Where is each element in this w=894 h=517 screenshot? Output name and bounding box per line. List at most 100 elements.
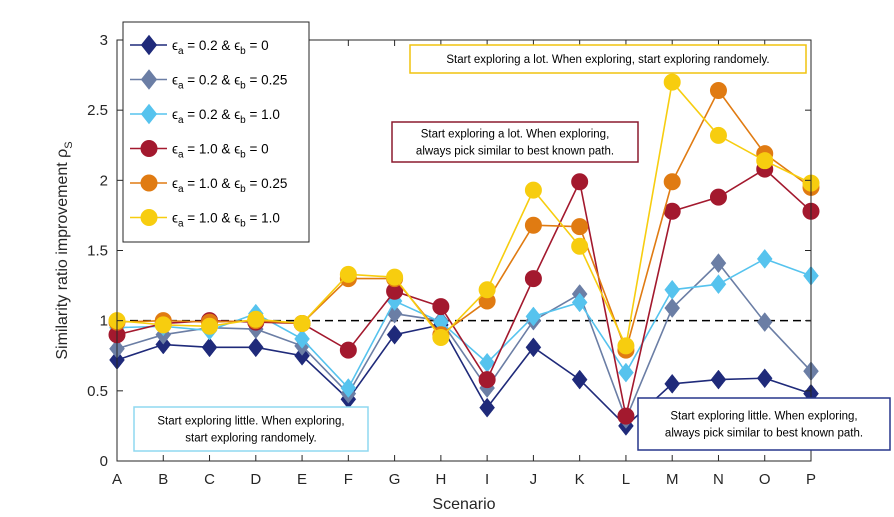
data-point bbox=[339, 265, 357, 283]
legend-entry-4: ϵa = 1.0 & ϵb = 0.25 bbox=[130, 174, 287, 195]
data-point bbox=[664, 298, 681, 318]
legend-entry-0: ϵa = 0.2 & ϵb = 0 bbox=[130, 34, 269, 57]
annotation-0: Start exploring a lot. When exploring, s… bbox=[409, 44, 807, 74]
annotation-text: start exploring randomely. bbox=[185, 433, 316, 445]
x-tick-label: L bbox=[622, 471, 630, 488]
y-tick-label: 2 bbox=[100, 172, 108, 189]
data-point bbox=[664, 279, 681, 300]
data-point bbox=[710, 274, 727, 295]
series-group bbox=[108, 73, 820, 436]
data-point bbox=[154, 316, 172, 334]
legend-marker bbox=[140, 69, 158, 90]
x-tick-label: I bbox=[485, 471, 489, 488]
annotation-text: Start exploring little. When exploring, bbox=[157, 416, 344, 428]
data-point bbox=[571, 173, 589, 191]
data-point bbox=[756, 152, 774, 170]
legend-label: ϵa = 1.0 & ϵb = 0.25 bbox=[172, 176, 287, 195]
y-axis-label: Similarity ratio improvement ρS bbox=[54, 141, 75, 359]
axes: A B C D E F G H I J K L M N O P 0 0.5 1 1.5 2 2.5 3 Scenario Sim… bbox=[54, 32, 816, 513]
series-line bbox=[116, 323, 812, 428]
annotation-2: Start exploring little. When exploring, s… bbox=[133, 406, 369, 452]
x-tick-label: J bbox=[530, 471, 538, 488]
data-point bbox=[525, 306, 542, 327]
y-tick-label: 0 bbox=[100, 453, 108, 470]
data-point bbox=[201, 317, 219, 335]
data-point bbox=[663, 173, 681, 191]
data-point bbox=[340, 378, 357, 398]
annotation-3: Start exploring little. When exploring, a… bbox=[637, 397, 891, 451]
x-tick-label: D bbox=[250, 471, 261, 488]
data-point bbox=[663, 73, 681, 91]
x-tick-label: K bbox=[575, 471, 585, 488]
x-tick-label: C bbox=[204, 471, 215, 488]
y-tick-label: 1 bbox=[100, 313, 108, 330]
x-tick-label: G bbox=[389, 471, 401, 488]
x-tick-label: M bbox=[666, 471, 679, 488]
x-tick-label: O bbox=[759, 471, 771, 488]
legend-label: ϵa = 0.2 & ϵb = 0.25 bbox=[172, 73, 287, 92]
legend-label: ϵa = 1.0 & ϵb = 1.0 bbox=[172, 211, 280, 230]
data-point bbox=[709, 126, 727, 144]
x-tick-label: F bbox=[344, 471, 353, 488]
x-tick-label: B bbox=[158, 471, 168, 488]
annotation-box bbox=[391, 121, 639, 163]
y-tick-label: 0.5 bbox=[87, 383, 108, 400]
legend-marker bbox=[140, 34, 158, 56]
legend-entry-5: ϵa = 1.0 & ϵb = 1.0 bbox=[130, 209, 280, 230]
data-point bbox=[710, 253, 727, 274]
data-point bbox=[293, 314, 311, 332]
data-point bbox=[339, 341, 357, 359]
series-5 bbox=[108, 73, 820, 355]
annotation-1: Start exploring a lot. When exploring, al… bbox=[391, 121, 639, 163]
annotation-text: Start exploring a lot. When exploring, bbox=[421, 129, 610, 141]
data-point bbox=[571, 237, 589, 255]
data-point bbox=[571, 369, 588, 390]
data-point bbox=[201, 337, 218, 358]
legend-marker bbox=[140, 103, 158, 125]
legend-marker bbox=[140, 174, 158, 192]
data-point bbox=[571, 218, 589, 236]
data-point bbox=[571, 292, 588, 313]
data-point bbox=[664, 373, 681, 394]
x-tick-label: A bbox=[112, 471, 122, 488]
x-tick-label: P bbox=[806, 471, 816, 488]
legend-box bbox=[122, 21, 310, 243]
legend-entry-3: ϵa = 1.0 & ϵb = 0 bbox=[130, 140, 269, 161]
data-point bbox=[294, 329, 310, 349]
series-line bbox=[116, 261, 812, 422]
legend: ϵa = 0.2 & ϵb = 0 ϵa = 0.2 & ϵb = 0.25 ϵa … bbox=[122, 21, 310, 243]
data-point bbox=[617, 407, 635, 425]
annotation-text: always pick similar to best known path. bbox=[665, 428, 863, 440]
data-point bbox=[524, 270, 542, 288]
annotation-text: always pick similar to best known path. bbox=[416, 146, 614, 158]
data-point bbox=[478, 281, 496, 299]
annotation-text: Start exploring little. When exploring, bbox=[670, 411, 857, 423]
annotation-box bbox=[133, 406, 369, 452]
annotation-box bbox=[409, 44, 807, 74]
legend-label: ϵa = 0.2 & ϵb = 1.0 bbox=[172, 107, 280, 126]
legend-marker bbox=[140, 209, 158, 226]
data-point bbox=[709, 82, 727, 100]
data-point bbox=[386, 268, 404, 286]
series-line bbox=[116, 80, 812, 349]
data-point bbox=[247, 310, 265, 328]
legend-label: ϵa = 0.2 & ϵb = 0 bbox=[172, 38, 269, 57]
data-point bbox=[525, 337, 542, 358]
annotation-box bbox=[637, 397, 891, 451]
x-tick-label: N bbox=[713, 471, 724, 488]
x-tick-label: H bbox=[435, 471, 446, 488]
data-point bbox=[432, 298, 450, 316]
data-point bbox=[617, 337, 635, 355]
legend-marker bbox=[140, 140, 158, 157]
data-point bbox=[524, 181, 542, 199]
data-point bbox=[432, 329, 450, 347]
legend-entry-1: ϵa = 0.2 & ϵb = 0.25 bbox=[130, 69, 287, 92]
data-point bbox=[756, 368, 773, 389]
annotations: Start exploring a lot. When exploring, s… bbox=[133, 44, 891, 452]
data-point bbox=[479, 397, 495, 418]
series-line bbox=[116, 88, 812, 353]
data-point bbox=[524, 216, 542, 234]
y-tick-label: 3 bbox=[100, 32, 108, 49]
y-tick-label: 1.5 bbox=[87, 243, 108, 260]
